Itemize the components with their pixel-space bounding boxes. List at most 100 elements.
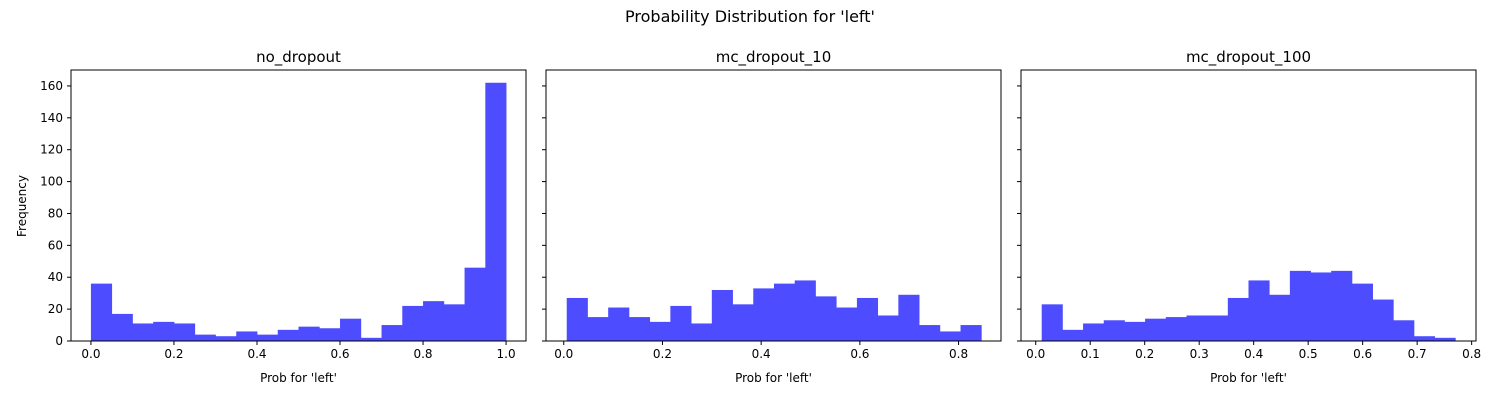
histogram-bar <box>91 284 112 341</box>
histogram-bar <box>299 327 320 341</box>
panel-no_dropout: no_dropout 0.0 0.2 0.4 0.6 0.8 1.0 Prob for 'le… <box>40 48 526 385</box>
histogram-bar <box>836 308 857 341</box>
histogram-bar <box>1083 323 1104 341</box>
x-axis-label: Prob for 'left' <box>735 371 812 385</box>
y-tick-label: 120 <box>40 143 63 157</box>
histogram-bar <box>1414 336 1435 341</box>
histogram-bar <box>1145 319 1166 341</box>
panel-mc_dropout_10: mc_dropout_10 0.0 0.2 0.4 0.6 0.8 Prob for 'le… <box>542 48 1001 385</box>
histogram-bar <box>132 323 153 341</box>
panel-title: no_dropout <box>256 48 341 67</box>
x-tick-label: 0.3 <box>1190 347 1209 361</box>
histogram-bar <box>608 308 629 341</box>
x-tick-label: 0.6 <box>1353 347 1372 361</box>
histogram-bar <box>691 323 712 341</box>
histogram-bar <box>650 322 671 341</box>
histogram-bar <box>465 268 486 341</box>
histogram-bar <box>174 323 195 341</box>
x-tick-label: 0.2 <box>653 347 672 361</box>
x-tick-label: 0.5 <box>1299 347 1318 361</box>
x-tick-label: 0.4 <box>1244 347 1263 361</box>
histogram-bar <box>1062 330 1083 341</box>
panels-group: no_dropout 0.0 0.2 0.4 0.6 0.8 1.0 Prob for 'le… <box>40 48 1481 385</box>
histogram-bar <box>485 83 506 341</box>
y-tick-label: 60 <box>48 238 63 252</box>
histogram-bar <box>1124 322 1145 341</box>
x-tick-label: 0.4 <box>247 347 266 361</box>
histogram-bar <box>878 315 899 341</box>
histogram-bar <box>857 298 878 341</box>
histogram-bar <box>670 306 691 341</box>
histogram-bar <box>340 319 361 341</box>
y-tick-label: 40 <box>48 270 63 284</box>
histogram-bar <box>774 284 795 341</box>
y-tick-label: 80 <box>48 206 63 220</box>
x-tick-label: 0.8 <box>1462 347 1481 361</box>
histogram-bar <box>629 317 650 341</box>
histogram-bar <box>753 288 774 341</box>
histogram-bar <box>919 325 940 341</box>
histogram-bar <box>1290 271 1311 341</box>
y-tick-label: 0 <box>55 334 63 348</box>
histogram-bar <box>112 314 133 341</box>
x-tick-label: 0.8 <box>413 347 432 361</box>
x-axis-label: Prob for 'left' <box>260 371 337 385</box>
histogram-bar <box>278 330 299 341</box>
x-tick-label: 0.2 <box>164 347 183 361</box>
histogram-bar <box>733 304 754 341</box>
histogram-bar <box>1207 315 1228 341</box>
histogram-bar <box>1331 271 1352 341</box>
histogram-bar <box>1166 317 1187 341</box>
x-tick-label: 0.6 <box>850 347 869 361</box>
histogram-bar <box>1269 295 1290 341</box>
y-axis-label: Frequency <box>15 175 29 237</box>
y-tick-label: 160 <box>40 79 63 93</box>
histogram-bar <box>961 325 982 341</box>
histogram-bar <box>712 290 733 341</box>
x-axis-label: Prob for 'left' <box>1210 371 1287 385</box>
histogram-bar <box>1042 304 1063 341</box>
histogram-bar <box>195 335 216 341</box>
x-tick-label: 0.7 <box>1408 347 1427 361</box>
histogram-bar <box>1228 298 1249 341</box>
panel-mc_dropout_100: mc_dropout_100 0.0 0.1 0.2 0.3 0.4 0.5 0.6 0.7 0.… <box>1017 48 1481 385</box>
x-tick-label: 0.2 <box>1135 347 1154 361</box>
y-tick-label: 20 <box>48 302 63 316</box>
histogram-bar <box>423 301 444 341</box>
histogram-bar <box>1352 284 1373 341</box>
y-tick-label: 100 <box>40 175 63 189</box>
histogram-bar <box>940 331 961 341</box>
figure-suptitle: Probability Distribution for 'left' <box>625 7 875 26</box>
histogram-bar <box>795 280 816 341</box>
histogram-bar <box>898 295 919 341</box>
histogram-bar <box>319 328 340 341</box>
histogram-bar <box>382 325 403 341</box>
histogram-bar <box>1186 315 1207 341</box>
panel-title: mc_dropout_10 <box>716 48 832 67</box>
x-tick-label: 0.0 <box>554 347 573 361</box>
x-tick-label: 0.4 <box>752 347 771 361</box>
histogram-bar <box>236 331 257 341</box>
x-tick-label: 0.1 <box>1081 347 1100 361</box>
histogram-bar <box>1311 272 1332 341</box>
panel-title: mc_dropout_100 <box>1186 48 1311 67</box>
histogram-bar <box>587 317 608 341</box>
histogram-bar <box>567 298 588 341</box>
x-tick-label: 0.0 <box>81 347 100 361</box>
histogram-bar <box>257 335 278 341</box>
x-tick-label: 0.0 <box>1026 347 1045 361</box>
x-tick-label: 0.8 <box>949 347 968 361</box>
histogram-bar <box>1393 320 1414 341</box>
histogram-bar <box>444 304 465 341</box>
histogram-bar <box>815 296 836 341</box>
histogram-bar <box>153 322 174 341</box>
y-tick-label: 140 <box>40 111 63 125</box>
histogram-bar <box>215 336 236 341</box>
histogram-bar <box>1104 320 1125 341</box>
axes-frame <box>71 70 526 341</box>
histogram-bar <box>1249 280 1270 341</box>
x-tick-label: 1.0 <box>497 347 516 361</box>
histogram-bar <box>402 306 423 341</box>
histogram-bar <box>1373 300 1394 341</box>
